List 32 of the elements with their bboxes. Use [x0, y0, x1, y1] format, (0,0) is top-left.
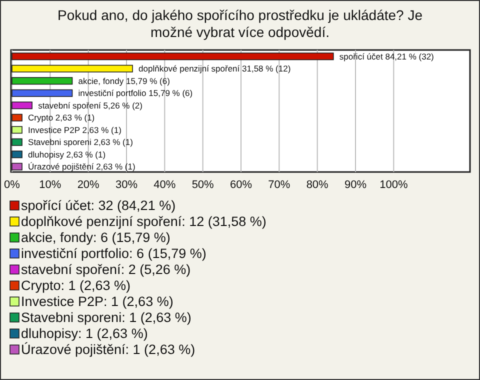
- data-label: Stavebni sporeni 2,63 % (1): [28, 137, 134, 148]
- text: stavební spoření: 2 (5,26 %): [21, 262, 191, 277]
- text: dluhopisy: 1 (2,63 %): [21, 326, 148, 341]
- text: Investice P2P: 1 (2,63 %): [21, 294, 174, 309]
- text: investiční portfolio: 6 (15,79 %): [21, 246, 206, 261]
- text: akcie, fondy: 6 (15,79 %): [21, 230, 170, 245]
- data-label: doplňkové penzijní spoření 31,58 % (12): [138, 64, 291, 74]
- data-label: spořicí účet 84,21 % (32): [339, 51, 434, 62]
- x-tick-label: 10%: [39, 179, 62, 191]
- x-tick-label: 50%: [192, 179, 214, 191]
- data-label: investiční portfolio 15,79 % (6): [78, 88, 193, 98]
- chart-title: Pokud ano, do jakého spořícího prostředku je ukládáte? Je možné vybrat více odpovědí.: [57, 7, 423, 40]
- data-label: Investice P2P 2,63 % (1): [28, 124, 122, 135]
- text: Úrazové pojištění: 1 (2,63 %): [21, 342, 196, 357]
- text: Stavebni sporeni: 1 (2,63 %): [21, 310, 192, 325]
- x-tick-label: 20%: [77, 179, 100, 191]
- data-label: akcie, fondy 15,79 % (6): [78, 76, 170, 86]
- x-tick-label: 40%: [154, 179, 176, 191]
- x-tick-label: 0%: [4, 179, 20, 191]
- data-label: dluhopisy 2,63 % (1): [28, 149, 106, 160]
- text: spořící účet: 32 (84,21 %): [21, 198, 176, 213]
- x-tick-label: 100%: [380, 179, 408, 191]
- x-tick-label: 80%: [306, 179, 329, 191]
- text: doplňkové penzijní spoření: 12 (31,58 %): [21, 214, 266, 229]
- x-tick-label: 60%: [230, 179, 252, 191]
- x-tick-label: 30%: [115, 179, 138, 191]
- x-tick-label: 90%: [344, 179, 367, 191]
- data-label: Úrazové pojištění 2,63 % (1): [28, 162, 136, 172]
- text: Crypto: 1 (2,63 %): [21, 278, 131, 293]
- data-label: stavební spoření 5,26 % (2): [38, 100, 143, 110]
- x-tick-label: 70%: [268, 179, 290, 191]
- data-label: Crypto 2,63 % (1): [28, 112, 95, 123]
